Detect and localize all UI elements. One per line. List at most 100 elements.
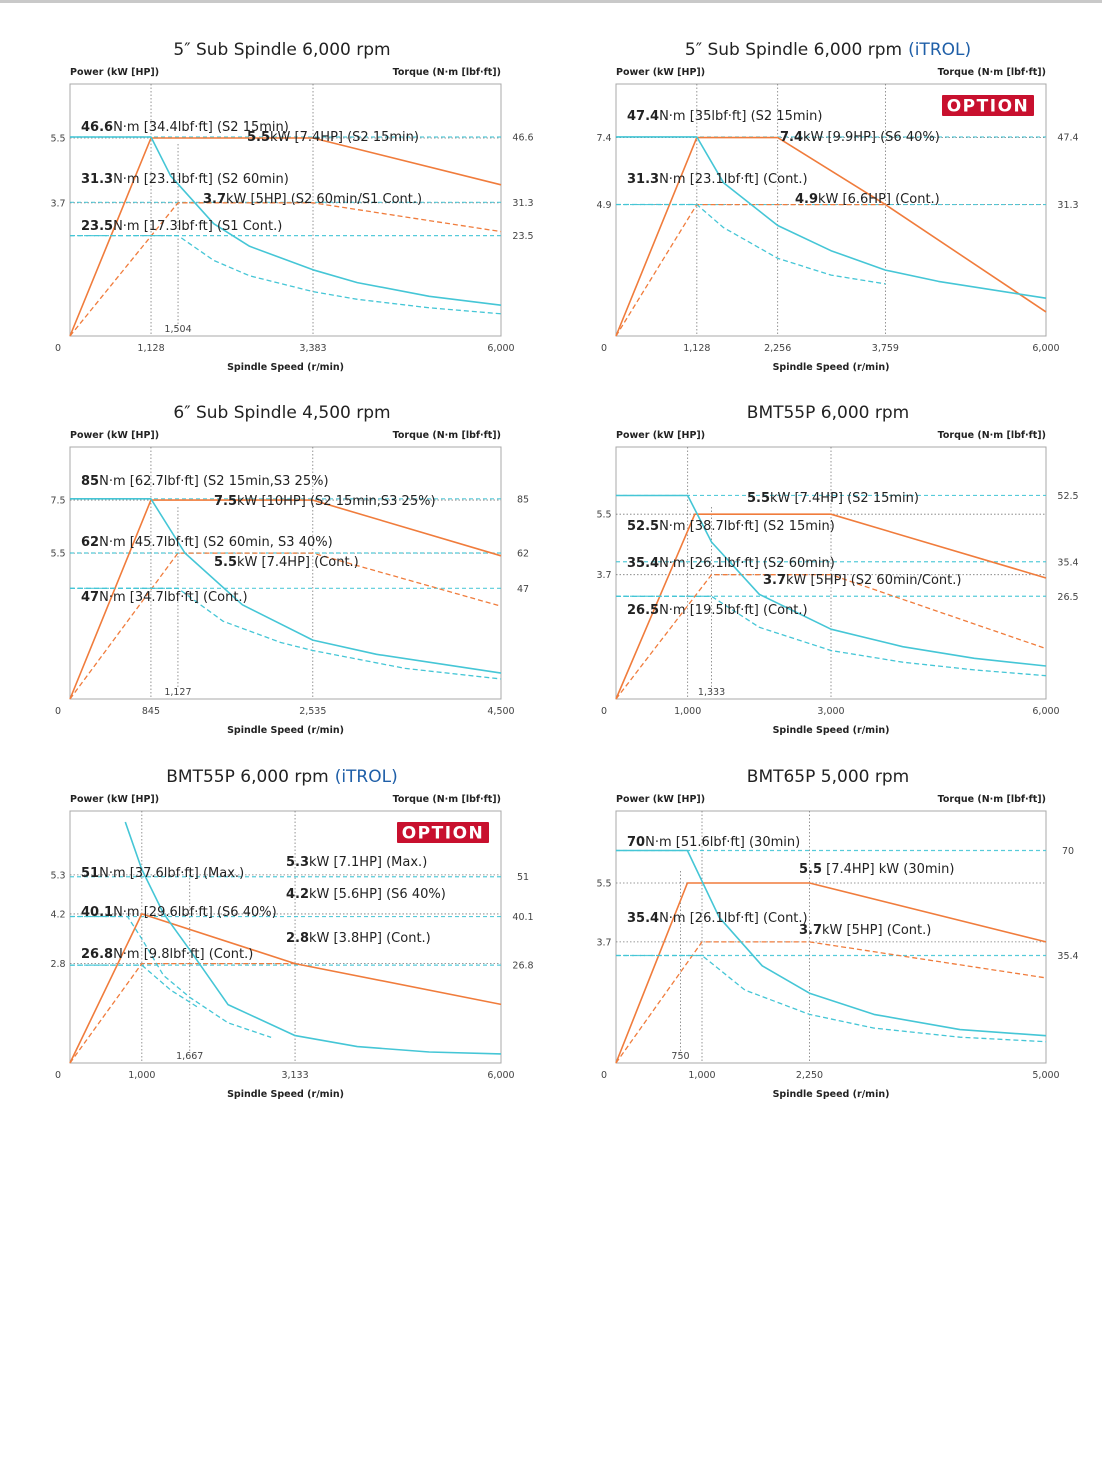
x-tick-label: 6,000: [1032, 343, 1059, 354]
x-axis-label: Spindle Speed (r/min): [773, 1089, 890, 1100]
x-tick-label: 0: [55, 706, 61, 717]
y-tick-label-power: 7.5: [50, 496, 65, 507]
torque-curve-solid: [616, 849, 1047, 1037]
y-tick-label-torque: 46.6: [512, 132, 533, 143]
torque-label: 47N·m [34.7lbf·ft] (Cont.): [81, 590, 248, 605]
power-label: 5.3kW [7.1HP] (Max.): [286, 855, 427, 870]
chart-title: BMT55P 6,000 rpm (iTROL): [166, 767, 397, 787]
y-tick-label-torque: 40.1: [512, 912, 533, 923]
x-tick-label: 3,759: [872, 343, 899, 354]
y-tick-label-torque: 70: [1062, 846, 1074, 857]
power-label: 3.7kW [5HP] (S2 60min/Cont.): [763, 573, 961, 588]
torque-label: 35.4N·m [26.1lbf·ft] (Cont.): [627, 911, 808, 926]
svg-text:OPTION: OPTION: [947, 97, 1030, 117]
torque-curve-solid: [124, 821, 502, 1055]
option-badge: OPTION: [397, 822, 489, 844]
power-curve-solid: [615, 513, 1047, 700]
y-tick-label-power: 3.7: [50, 198, 65, 209]
power-label: 3.7kW [5HP] (Cont.): [799, 923, 931, 938]
torque-label: 62N·m [45.7lbf·ft] (S2 60min, S3 40%): [81, 535, 333, 550]
option-badge: OPTION: [942, 95, 1034, 117]
torque-label: 70N·m [51.6lbf·ft] (30min): [627, 835, 800, 850]
x-axis-label: Spindle Speed (r/min): [227, 1089, 344, 1100]
plot-frame: [69, 810, 502, 1064]
torque-label: 47.4N·m [35lbf·ft] (S2 15min): [627, 109, 822, 124]
x-tick-label: 6,000: [1032, 706, 1059, 717]
svg-text:OPTION: OPTION: [402, 824, 485, 844]
torque-curve-dashed: [616, 203, 886, 285]
power-curve-solid: [615, 136, 1047, 337]
x-tick-label: 3,133: [281, 1070, 308, 1081]
y-axis-label-power: Power (kW [HP]): [70, 67, 159, 78]
y-tick-label-torque: 52.5: [1057, 491, 1078, 502]
torque-curve-dashed: [70, 915, 272, 1039]
x-tick-label: 0: [601, 706, 607, 717]
y-axis-label-power: Power (kW [HP]): [70, 430, 159, 441]
power-curve-dashed: [615, 941, 1047, 1064]
x-axis-label: Spindle Speed (r/min): [773, 725, 890, 736]
x-tick-label: 0: [55, 1070, 61, 1081]
power-curve-dashed: [69, 552, 502, 700]
plot-frame: [69, 83, 502, 337]
y-tick-label-power: 3.7: [596, 570, 611, 581]
power-curve-dashed: [69, 202, 502, 337]
torque-label: 46.6N·m [34.4lbf·ft] (S2 15min): [81, 120, 289, 135]
chart-2: 5″ Sub Spindle 6,000 rpm (iTROL) Power (kW…: [596, 40, 1078, 373]
y-tick-label-torque: 62: [517, 548, 529, 559]
x-tick-label: 6,000: [487, 1070, 514, 1081]
y-tick-label-power: 5.5: [50, 134, 65, 145]
power-curve-solid: [615, 882, 1047, 1064]
x-tick-label: 0: [55, 343, 61, 354]
power-label: 5.5kW [7.4HP] (S2 15min): [747, 491, 919, 506]
x-tick-label-minor: 1,333: [698, 687, 725, 698]
y-axis-label-torque: Torque (N·m [lbf·ft]): [938, 430, 1046, 441]
x-tick-label: 1,000: [688, 1070, 715, 1081]
torque-curve-dashed: [70, 964, 200, 1009]
torque-label: 26.5N·m [19.5lbf·ft] (Cont.): [627, 603, 808, 618]
x-tick-label: 0: [601, 1070, 607, 1081]
y-tick-label-torque: 31.3: [1057, 200, 1078, 211]
power-label: 5.5kW [7.4HP] (Cont.): [214, 555, 359, 570]
power-curve-solid: [69, 137, 502, 337]
y-axis-label-power: Power (kW [HP]): [616, 430, 705, 441]
power-label: 4.2kW [5.6HP] (S6 40%): [286, 887, 446, 902]
y-axis-label-power: Power (kW [HP]): [616, 794, 705, 805]
y-tick-label-power: 3.7: [596, 937, 611, 948]
torque-label: 51N·m [37.6lbf·ft] (Max.): [81, 866, 244, 881]
power-curve-dashed: [615, 203, 886, 337]
x-tick-label-minor: 1,127: [164, 687, 191, 698]
torque-curve-solid: [70, 497, 502, 674]
power-label: 3.7kW [5HP] (S2 60min/S1 Cont.): [203, 192, 422, 207]
torque-label: 85N·m [62.7lbf·ft] (S2 15min,S3 25%): [81, 474, 329, 489]
power-label: 2.8kW [3.8HP] (Cont.): [286, 931, 431, 946]
y-tick-label-power: 5.3: [50, 870, 65, 881]
x-tick-label: 1,128: [137, 343, 164, 354]
torque-curve-solid: [70, 136, 502, 306]
x-tick-label-minor: 750: [671, 1051, 689, 1062]
chart-4: BMT55P 6,000 rpm Power (kW [HP]) Torque (N…: [596, 403, 1078, 736]
torque-curve-dashed: [616, 595, 1047, 677]
power-label: 4.9kW [6.6HP] (Cont.): [795, 192, 940, 207]
torque-curve-dashed: [70, 587, 502, 680]
x-tick-label: 2,250: [796, 1070, 823, 1081]
x-axis-label: Spindle Speed (r/min): [227, 362, 344, 373]
x-tick-label: 0: [601, 343, 607, 354]
chart-6: BMT65P 5,000 rpm Power (kW [HP]) Torque (N…: [596, 767, 1078, 1100]
x-tick-label-minor: 1,504: [164, 324, 191, 335]
y-tick-label-power: 4.2: [50, 909, 65, 920]
y-tick-label-torque: 35.4: [1057, 557, 1078, 568]
top-divider: [0, 0, 1102, 3]
y-axis-label-power: Power (kW [HP]): [616, 67, 705, 78]
x-tick-label: 1,000: [128, 1070, 155, 1081]
torque-curve-solid: [616, 136, 1047, 299]
chart-title: 6″ Sub Spindle 4,500 rpm: [173, 403, 390, 423]
torque-curve-dashed: [616, 954, 1047, 1043]
x-tick-label: 3,383: [299, 343, 326, 354]
power-label: 7.5kW [10HP] (S2 15min,S3 25%): [214, 494, 436, 509]
chart-title: 5″ Sub Spindle 6,000 rpm (iTROL): [685, 40, 971, 60]
power-curve-solid: [69, 499, 502, 700]
y-tick-label-power: 5.5: [596, 510, 611, 521]
x-tick-label: 4,500: [487, 706, 514, 717]
torque-label: 35.4N·m [26.1lbf·ft] (S2 60min): [627, 556, 835, 571]
chart-title: BMT65P 5,000 rpm: [747, 767, 909, 787]
